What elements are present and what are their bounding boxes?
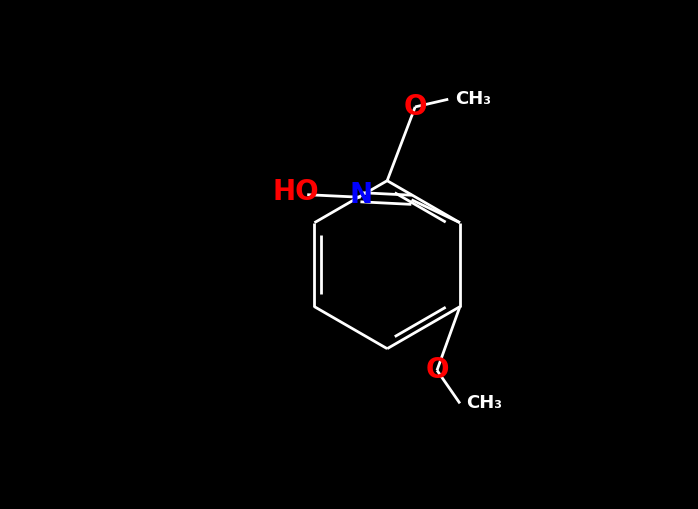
Text: N: N	[349, 181, 372, 209]
Text: O: O	[403, 93, 427, 121]
Text: O: O	[425, 356, 449, 384]
Text: HO: HO	[273, 178, 319, 206]
Text: CH₃: CH₃	[454, 90, 491, 108]
Text: CH₃: CH₃	[466, 394, 503, 412]
